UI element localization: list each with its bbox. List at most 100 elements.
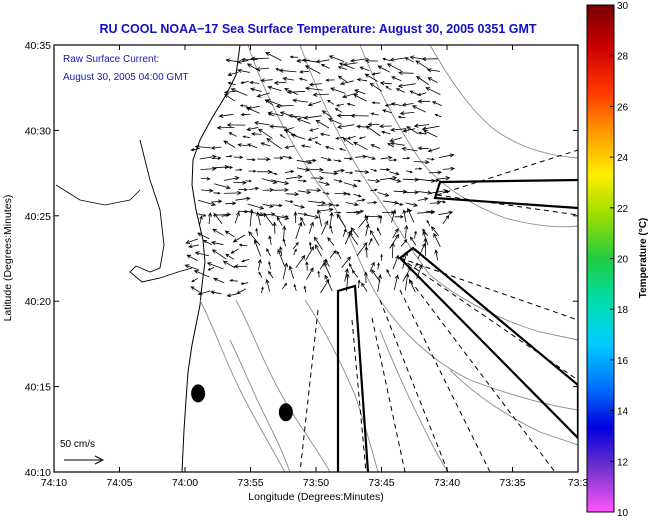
current-vector: [185, 238, 199, 244]
current-vector: [345, 273, 350, 292]
current-vector: [296, 159, 313, 165]
sector-dashed-line: [399, 289, 491, 472]
current-vector: [342, 137, 354, 146]
current-vector: [377, 65, 390, 73]
current-vector: [389, 171, 400, 176]
current-vector: [406, 126, 419, 135]
current-vector: [329, 224, 333, 234]
current-vector: [270, 172, 278, 175]
current-vector: [405, 202, 419, 207]
current-vector: [404, 272, 410, 291]
current-vector: [386, 63, 402, 72]
axis-ticks: 74:10 74:05 74:00 73:55 73:50 73:45 73:40 73:35…: [25, 40, 589, 489]
current-vector: [226, 293, 238, 298]
current-vector: [418, 131, 427, 135]
bathymetry-contour: [199, 299, 286, 472]
current-vector: [257, 157, 271, 162]
current-vector: [285, 174, 303, 180]
current-vector: [411, 105, 426, 113]
current-vector: [197, 232, 210, 240]
current-vector: [297, 212, 308, 216]
current-vector: [345, 202, 359, 207]
current-vector: [293, 211, 298, 224]
current-vector: [334, 108, 343, 113]
current-vector: [241, 258, 250, 263]
current-vector: [364, 245, 369, 258]
colorbar-tick-label: 22: [617, 204, 629, 215]
current-vector: [299, 70, 310, 74]
current-vector: [370, 112, 379, 116]
current-vector: [304, 65, 321, 74]
x-tick-label: 74:10: [41, 477, 67, 489]
current-vector: [430, 201, 441, 205]
station-2-marker: [278, 403, 293, 422]
current-vector: [197, 199, 216, 207]
current-vector: [343, 182, 358, 188]
sector-dashed-line: [299, 309, 319, 472]
current-vector: [356, 198, 366, 202]
current-vector: [238, 243, 248, 247]
current-vector: [334, 211, 342, 214]
bathymetry-contour: [449, 369, 578, 446]
current-vector: [210, 199, 223, 204]
sector-dashed-line: [436, 149, 578, 196]
current-vector: [434, 249, 439, 261]
current-vector: [415, 75, 429, 85]
current-vector: [369, 261, 375, 273]
current-vector: [386, 268, 391, 278]
current-vector: [197, 213, 207, 217]
current-vector: [236, 68, 251, 73]
current-vector: [249, 80, 260, 85]
x-tick-label: 73:40: [434, 477, 460, 489]
current-vector: [282, 155, 293, 160]
current-vector: [248, 186, 260, 191]
current-vector: [282, 238, 286, 247]
current-vector: [275, 104, 294, 109]
current-vector: [269, 124, 287, 129]
y-tick-label: 40:35: [25, 40, 51, 52]
current-vector: [223, 176, 240, 181]
current-vector: [267, 111, 284, 117]
current-vector: [316, 209, 322, 227]
current-vector: [200, 177, 211, 181]
current-vector: [389, 178, 402, 183]
current-vector: [318, 181, 331, 186]
colorbar-tick-label: 24: [617, 153, 629, 164]
current-vector: [319, 132, 330, 137]
current-vector: [200, 166, 217, 171]
current-vector: [184, 264, 199, 270]
current-vector: [263, 212, 274, 226]
current-vector: [267, 85, 282, 92]
current-vector: [213, 164, 230, 170]
current-vector: [390, 102, 402, 107]
current-vector: [273, 187, 289, 193]
colorbar-tick-label: 14: [617, 407, 629, 418]
current-vector: [377, 192, 390, 197]
current-vector: [211, 156, 222, 160]
current-vector: [246, 157, 256, 162]
current-vector: [240, 112, 251, 117]
current-vector: [199, 215, 203, 226]
current-vector: [207, 267, 215, 271]
current-vector: [306, 167, 324, 172]
transect-box-2: [398, 246, 578, 440]
current-vector: [235, 168, 243, 172]
current-vector: [442, 190, 450, 194]
colorbar-tick-label: 26: [617, 102, 629, 113]
current-vector: [426, 219, 431, 227]
current-vector: [367, 178, 381, 184]
current-vector: [250, 56, 270, 61]
coastline-inlet: [55, 184, 141, 206]
current-vector: [343, 157, 354, 161]
annotation-line-2: August 30, 2005 04:00 GMT: [63, 72, 189, 83]
current-vector: [377, 262, 380, 270]
current-vector: [303, 115, 322, 120]
current-vector: [225, 253, 235, 260]
current-vector: [434, 114, 442, 118]
current-vector: [437, 200, 447, 204]
colorbar-tick-label: 18: [617, 305, 629, 316]
current-vector: [327, 118, 342, 125]
current-vector: [258, 271, 263, 278]
current-vector: [341, 256, 351, 268]
